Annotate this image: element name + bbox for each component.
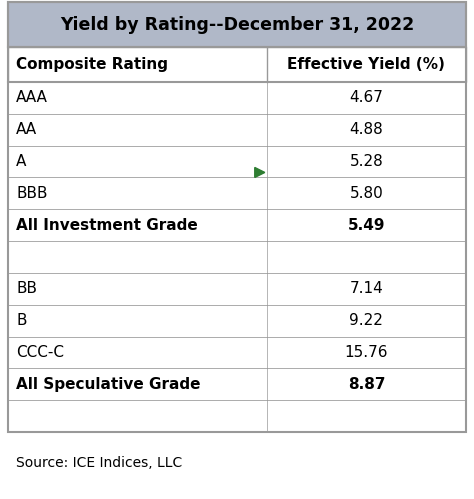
Text: All Speculative Grade: All Speculative Grade — [16, 377, 201, 392]
Text: 9.22: 9.22 — [349, 313, 383, 328]
Text: All Investment Grade: All Investment Grade — [16, 218, 198, 233]
Text: Composite Rating: Composite Rating — [16, 57, 168, 72]
Text: 4.88: 4.88 — [349, 122, 383, 137]
Text: 4.67: 4.67 — [349, 90, 383, 105]
Text: Effective Yield (%): Effective Yield (%) — [287, 57, 445, 72]
Text: AA: AA — [16, 122, 37, 137]
Bar — [8, 241, 466, 273]
Text: CCC-C: CCC-C — [16, 345, 64, 360]
Bar — [8, 305, 466, 336]
Bar — [8, 178, 466, 209]
Bar — [8, 2, 466, 432]
Text: 5.49: 5.49 — [347, 218, 385, 233]
Bar — [8, 146, 466, 178]
Text: 5.28: 5.28 — [349, 154, 383, 169]
Text: BB: BB — [16, 281, 37, 296]
Text: A: A — [16, 154, 27, 169]
Text: B: B — [16, 313, 27, 328]
Text: 5.80: 5.80 — [349, 186, 383, 201]
Text: Yield by Rating--December 31, 2022: Yield by Rating--December 31, 2022 — [60, 15, 414, 33]
Bar — [8, 400, 466, 432]
Bar — [8, 336, 466, 368]
Text: 7.14: 7.14 — [349, 281, 383, 296]
Polygon shape — [255, 168, 265, 178]
Text: 8.87: 8.87 — [347, 377, 385, 392]
Bar — [8, 368, 466, 400]
Bar — [8, 2, 466, 47]
Text: Source: ICE Indices, LLC: Source: ICE Indices, LLC — [16, 456, 182, 470]
Bar — [8, 82, 466, 114]
Text: 15.76: 15.76 — [345, 345, 388, 360]
Bar — [8, 273, 466, 305]
Bar — [8, 114, 466, 146]
Bar — [8, 209, 466, 241]
Bar — [8, 47, 466, 82]
Text: BBB: BBB — [16, 186, 47, 201]
Text: AAA: AAA — [16, 90, 48, 105]
